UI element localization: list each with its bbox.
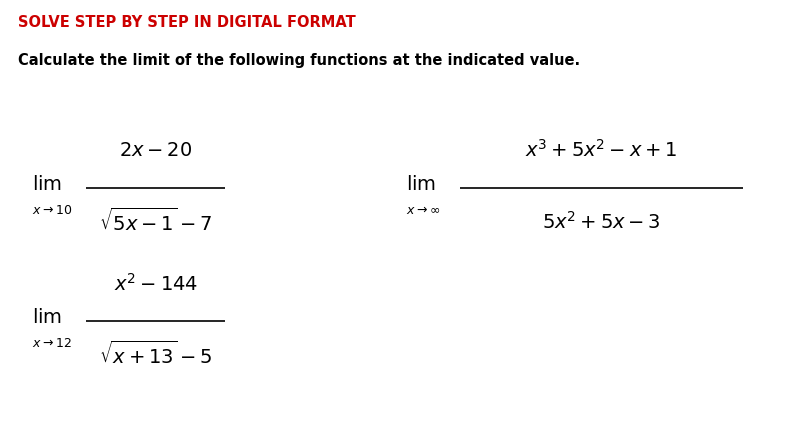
Text: $\mathrm{lim}$: $\mathrm{lim}$ <box>32 175 62 194</box>
Text: SOLVE STEP BY STEP IN DIGITAL FORMAT: SOLVE STEP BY STEP IN DIGITAL FORMAT <box>18 15 355 30</box>
Text: $x^2 - 144$: $x^2 - 144$ <box>114 273 197 295</box>
Text: $\mathrm{lim}$: $\mathrm{lim}$ <box>406 175 436 194</box>
Text: $\sqrt{5x-1} - 7$: $\sqrt{5x-1} - 7$ <box>99 208 213 235</box>
Text: $\mathrm{lim}$: $\mathrm{lim}$ <box>32 308 62 327</box>
Text: $5x^2 + 5x - 3$: $5x^2 + 5x - 3$ <box>542 211 661 233</box>
Text: $\sqrt{x+13} - 5$: $\sqrt{x+13} - 5$ <box>99 341 213 368</box>
Text: $x^3 + 5x^2 - x + 1$: $x^3 + 5x^2 - x + 1$ <box>525 139 677 161</box>
Text: $x{\to}10$: $x{\to}10$ <box>32 205 72 217</box>
Text: $x{\to}\infty$: $x{\to}\infty$ <box>406 205 440 217</box>
Text: $x{\to}12$: $x{\to}12$ <box>32 338 72 350</box>
Text: $2x - 20$: $2x - 20$ <box>119 141 193 160</box>
Text: Calculate the limit of the following functions at the indicated value.: Calculate the limit of the following fun… <box>18 53 579 68</box>
